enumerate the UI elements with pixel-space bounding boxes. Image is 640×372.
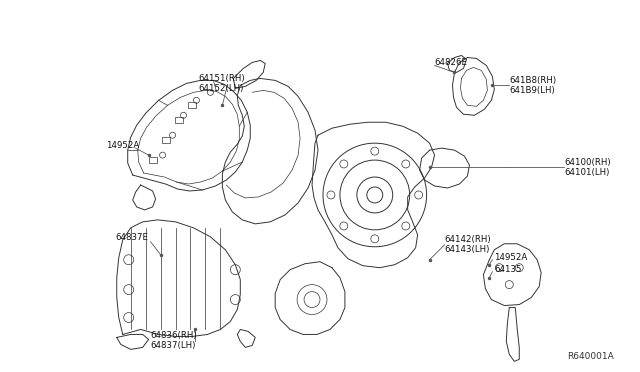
- Text: 64152(LH): 64152(LH): [198, 84, 244, 93]
- Text: 64100(RH): 64100(RH): [564, 158, 611, 167]
- Text: 64143(LH): 64143(LH): [445, 245, 490, 254]
- Text: 64826E: 64826E: [435, 58, 468, 67]
- Text: 64101(LH): 64101(LH): [564, 167, 609, 177]
- Text: 64836(RH): 64836(RH): [150, 331, 197, 340]
- Text: 641B8(RH): 641B8(RH): [509, 76, 556, 85]
- Text: 64837(LH): 64837(LH): [150, 341, 196, 350]
- Text: 64151(RH): 64151(RH): [198, 74, 245, 83]
- Text: 14952A: 14952A: [106, 141, 139, 150]
- Text: 64837E: 64837E: [116, 233, 148, 242]
- Text: 14952A: 14952A: [494, 253, 527, 262]
- Text: 64135: 64135: [494, 265, 522, 274]
- Bar: [148, 157, 157, 163]
- Text: 641B9(LH): 641B9(LH): [509, 86, 555, 95]
- Bar: [161, 137, 170, 143]
- Text: 64142(RH): 64142(RH): [445, 235, 491, 244]
- Bar: [175, 117, 182, 123]
- Text: R640001A: R640001A: [567, 352, 614, 361]
- Bar: [189, 102, 196, 108]
